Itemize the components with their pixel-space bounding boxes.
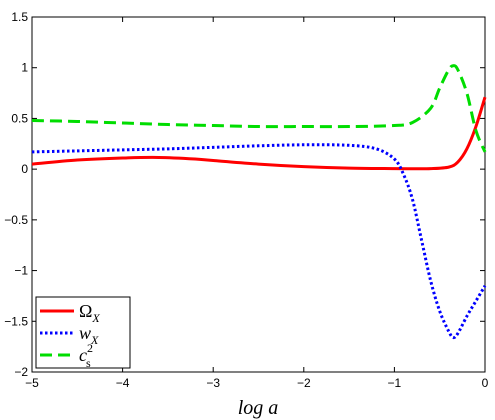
series-line-2	[31, 64, 487, 153]
series-line-0	[31, 96, 487, 171]
x-tick-label: −4	[116, 376, 130, 390]
legend-entry: c2 s	[79, 341, 93, 370]
y-tick-label: 1.5	[11, 10, 28, 24]
x-tick-label: −2	[297, 376, 311, 390]
y-tick-label: 1	[21, 61, 28, 75]
x-tick-label: −1	[388, 376, 402, 390]
x-tick-label: 0	[482, 376, 489, 390]
y-tick-label: −1.5	[4, 314, 28, 328]
legend-entry: wX	[79, 323, 99, 347]
y-tick-label: −1	[14, 264, 28, 278]
x-tick-label: −3	[206, 376, 220, 390]
legend-entry: ΩX	[79, 301, 100, 325]
x-tick-label: −5	[25, 376, 39, 390]
x-axis-title: log a	[238, 397, 279, 419]
plot-frame	[31, 16, 486, 373]
y-tick-label: 0	[21, 162, 28, 176]
y-tick-label: −2	[14, 365, 28, 379]
y-tick-label: −0.5	[4, 213, 28, 227]
axis-ticks: −5 −4 −3 −2 −1 0 −2 −1.5 −1 −0.5 0 0.5 1 1.5	[4, 10, 488, 390]
y-tick-label: 0.5	[11, 111, 28, 125]
series-layer	[31, 64, 487, 340]
